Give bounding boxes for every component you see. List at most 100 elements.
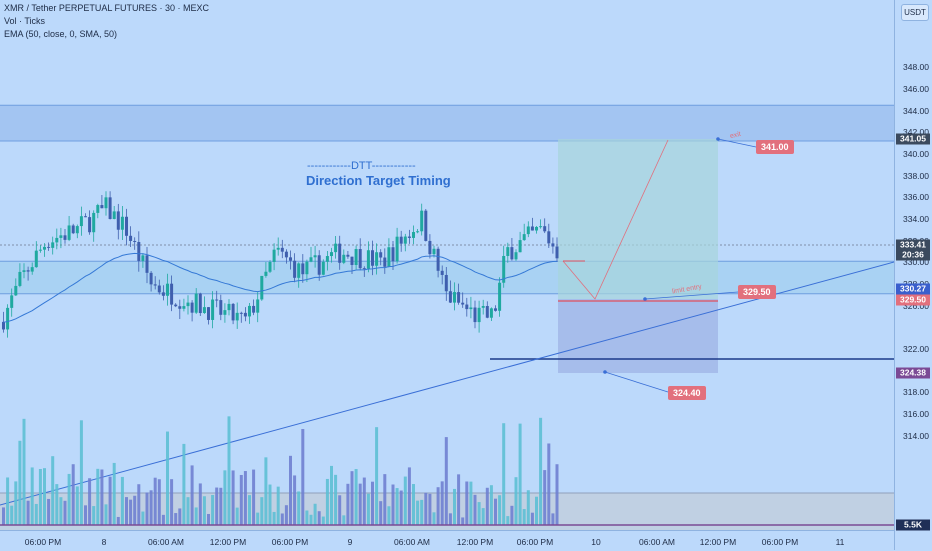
volume-bar [342,515,346,525]
low-value-tag: 324.38 [896,367,930,379]
candle-body [235,312,239,321]
candle-body [379,252,383,258]
target-price-tag[interactable]: 341.00 [756,140,794,154]
candle-body [375,252,379,266]
candle-body [354,249,358,265]
candle-body [477,307,481,323]
time-tick-label: 12:00 PM [209,537,247,547]
volume-bar [362,477,366,525]
volume-bar [313,503,317,525]
candle-body [190,302,194,313]
volume-bar [125,497,128,525]
candle-body [198,293,202,314]
candle-body [371,250,374,266]
time-tick-label: 06:00 PM [24,537,62,547]
volume-bar [215,487,219,525]
volume-bar [444,437,448,525]
volume-bar [448,513,452,525]
time-axis[interactable]: 06:00 PM 8 06:00 AM 12:00 PM 06:00 PM 9 06:00 … [0,530,894,551]
volume-bar [293,475,297,525]
volume-bar [498,495,502,525]
volume-bar [96,468,100,525]
candle-body [43,246,46,250]
candle-body [92,212,96,233]
time-tick-label: 11 [835,537,845,547]
chart-pane[interactable]: XMR / Tether PERPETUAL FUTURES · 30 · ME… [0,0,894,530]
volume-bar [547,443,551,525]
volume-bar [153,477,157,525]
price-tick-label: 342.00 [903,127,929,138]
volume-bar [284,505,288,525]
volume-bar [264,457,268,525]
target-dot [716,137,720,141]
volume-bar [383,474,387,525]
target-connector [717,138,757,148]
volume-bar [55,484,59,525]
time-tick-label: 10 [591,537,601,547]
symbol-legend[interactable]: XMR / Tether PERPETUAL FUTURES · 30 · ME… [4,3,210,13]
candle-body [342,254,346,263]
volume-bar [129,499,133,525]
price-tick-label: 348.00 [903,62,929,73]
volume-bar [239,474,243,525]
volume-bar [202,496,206,525]
volume-bar [38,469,42,525]
candle-body [18,271,22,286]
volume-bar [141,511,145,525]
candle-body [424,210,428,241]
candle-body [313,255,317,258]
volume-bar [428,493,432,525]
candle-body [494,308,497,311]
ema-line [3,252,558,323]
candle-body [10,295,14,308]
volume-legend[interactable]: Vol · Ticks [4,16,46,26]
volume-bar [535,496,538,525]
volume-bar [375,427,379,525]
dtt-title: Direction Target Timing [306,173,451,188]
volume-bar [34,503,38,525]
volume-bar [555,464,559,525]
volume-bar [289,455,292,525]
volume-bar [297,491,301,525]
candle-body [63,235,67,240]
volume-bar [420,499,424,525]
candle-body [526,226,530,235]
candle-body [268,261,272,272]
price-chart[interactable] [0,0,894,530]
entry-price-tag[interactable]: 329.50 [738,285,776,299]
volume-bar [10,505,14,525]
volume-bar [26,500,30,525]
candle-body [284,251,288,258]
volume-bar [51,456,55,525]
candle-body [403,236,407,244]
volume-bar [231,470,235,525]
stop-price-tag[interactable]: 324.40 [668,386,706,400]
candle-body [178,306,182,309]
volume-bar [522,509,526,525]
volume-bar [309,514,313,525]
ema-legend[interactable]: EMA (50, close, 0, SMA, 50) [4,29,118,39]
currency-selector[interactable]: USDT [901,4,929,21]
candle-body [22,270,26,272]
stop-box [558,299,718,373]
volume-bar [453,488,456,525]
candle-body [522,234,526,241]
candle-body [309,257,313,262]
volume-bar [407,467,411,525]
volume-bar [325,478,329,525]
time-tick-label: 06:00 AM [394,537,430,547]
volume-bar [88,478,92,525]
volume-bar [481,508,485,525]
candle-body [129,235,133,241]
candle-body [391,247,395,262]
candle-body [215,299,219,301]
candle-body [174,304,178,307]
candle-body [325,256,329,262]
volume-bar [387,506,391,525]
last-price-tag: 333.41 [896,239,930,251]
volume-bar [219,487,223,525]
candle-body [289,257,292,261]
volume-bar [30,467,34,525]
volume-bar [22,418,26,525]
price-axis[interactable]: USDT 348.00 346.00 344.00 342.00 340.00 338.0… [894,0,932,550]
